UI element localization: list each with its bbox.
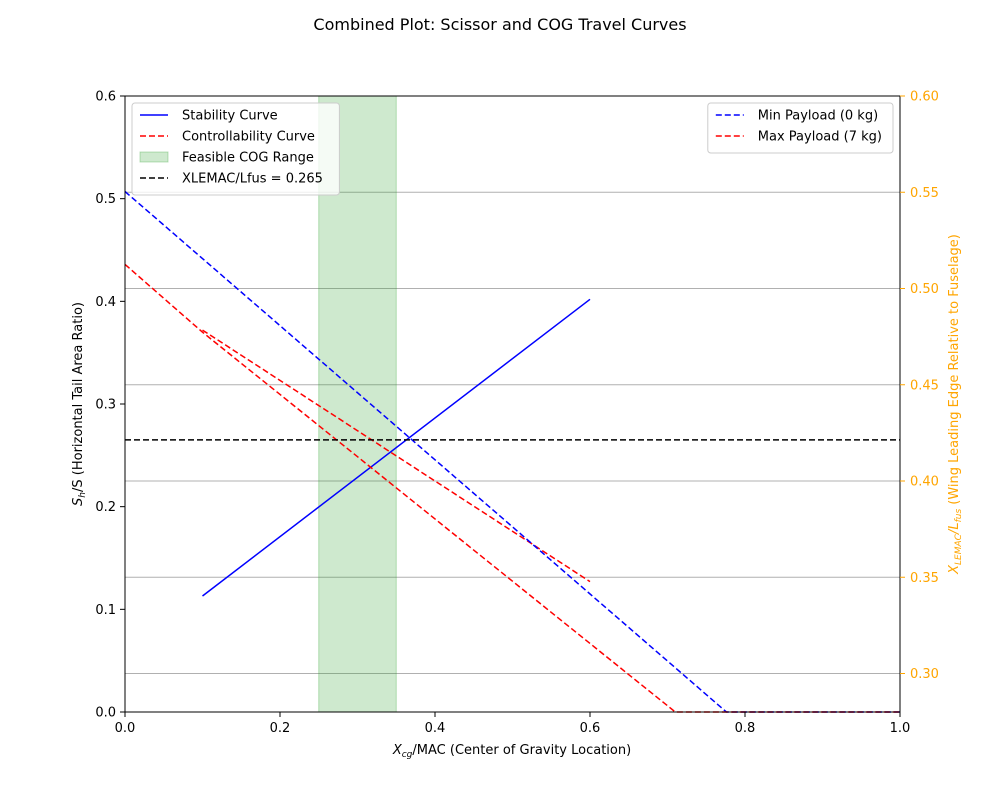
right-y-axis-label-rest: (Wing Leading Edge Relative to Fuselage): [947, 234, 962, 509]
right-y-tick-label-6: 0.60: [910, 90, 939, 105]
legend-handle-feasible-cog-range: [139, 151, 169, 163]
right-y-axis-label: XLEMAC/Lfus (Wing Leading Edge Relative …: [947, 234, 964, 575]
series-line-max-payload-7-kg: [124, 263, 900, 713]
right-y-axis-label-main: X: [947, 564, 962, 575]
legend-label-controllability-curve: Controllability Curve: [182, 130, 315, 145]
right-y-tick-label-2: 0.40: [910, 475, 939, 490]
y-axis-label: Sh/S (Horizontal Tail Area Ratio): [71, 302, 88, 506]
right-y-tick-label-5: 0.55: [910, 186, 939, 201]
right-y-axis-ticks: 0.30 0.35 0.40 0.45 0.50 0.55 0.60: [900, 90, 939, 682]
x-axis-label-sub: cg: [402, 750, 413, 760]
legend-label-min-payload-0-kg: Min Payload (0 kg): [758, 109, 878, 124]
y-tick-label-0: 0.0: [95, 706, 116, 721]
legend-left: Stability Curve Controllability Curve Feas…: [131, 102, 340, 196]
legend-label-stability-curve: Stability Curve: [182, 109, 278, 124]
legend-box: [131, 102, 340, 196]
x-tick-label-2: 0.4: [425, 721, 446, 736]
y-axis-label-main: S: [71, 498, 86, 506]
right-y-tick-label-1: 0.35: [910, 571, 939, 586]
left-axis-series: [202, 298, 591, 597]
right-axis-series: [124, 190, 900, 713]
legend-label-xlemac-lfus-0-265: XLEMAC/Lfus = 0.265: [182, 172, 323, 187]
right-y-tick-label-0: 0.30: [910, 667, 939, 682]
y-tick-label-6: 0.6: [95, 90, 116, 105]
x-tick-label-4: 0.8: [735, 721, 756, 736]
y-tick-label-1: 0.1: [95, 603, 116, 618]
y-tick-label-5: 0.5: [95, 192, 116, 207]
right-y-axis-label-sub2: fus: [954, 509, 964, 523]
chart-title: Combined Plot: Scissor and COG Travel Cu…: [313, 15, 686, 34]
series-line-min-payload-0-kg: [124, 190, 900, 713]
right-y-axis-label-mid: /L: [947, 522, 962, 535]
legend-label-max-payload-7-kg: Max Payload (7 kg): [758, 130, 882, 145]
x-axis-label: Xcg/MAC (Center of Gravity Location): [392, 743, 631, 760]
y-tick-label-3: 0.3: [95, 398, 116, 413]
y-axis-label-sub: h: [78, 492, 88, 498]
series-line-controllability-curve: [202, 329, 591, 583]
y-tick-label-4: 0.4: [95, 295, 116, 310]
right-y-tick-label-4: 0.50: [910, 282, 939, 297]
y-tick-label-2: 0.2: [95, 500, 116, 515]
right-y-axis-label-sub1: LEMAC: [954, 533, 964, 565]
series-line-stability-curve: [202, 298, 591, 597]
x-axis-label-rest: /MAC (Center of Gravity Location): [412, 743, 631, 758]
x-axis-label-main: X: [392, 743, 403, 758]
legend-label-feasible-cog-range: Feasible COG Range: [182, 151, 314, 166]
x-tick-label-3: 0.6: [580, 721, 601, 736]
y-axis-label-rest: /S (Horizontal Tail Area Ratio): [71, 302, 86, 492]
x-axis-ticks: 0.0 0.2 0.4 0.6 0.8 1.0: [115, 712, 911, 736]
right-y-tick-label-3: 0.45: [910, 378, 939, 393]
y-axis-ticks: 0.0 0.1 0.2 0.3 0.4 0.5 0.6: [95, 90, 125, 721]
legend-right: Min Payload (0 kg) Max Payload (7 kg): [707, 102, 894, 154]
x-tick-label-5: 1.0: [890, 721, 911, 736]
legend-box: [707, 102, 894, 154]
x-tick-label-0: 0.0: [115, 721, 136, 736]
x-tick-label-1: 0.2: [270, 721, 291, 736]
